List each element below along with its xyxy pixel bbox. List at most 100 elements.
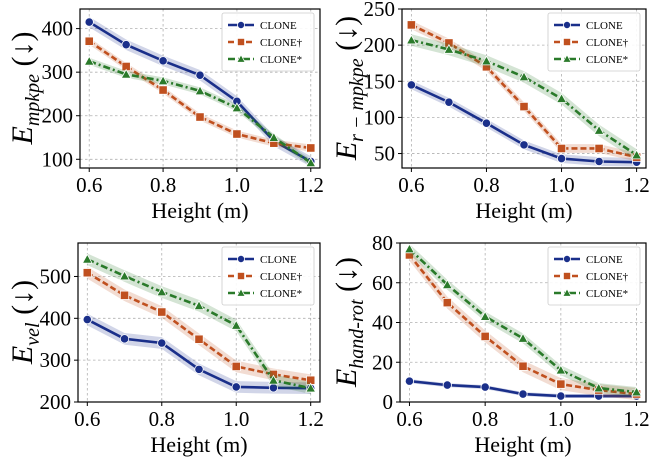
series-CLONE xyxy=(406,80,642,167)
data-point xyxy=(195,70,205,80)
x-axis-label: Height (m) xyxy=(151,198,248,223)
x-tick-label: 0.8 xyxy=(149,407,175,431)
legend-box xyxy=(547,246,641,306)
y-axis-label: Er − mpkpe (↓) xyxy=(330,16,368,161)
x-tick-label: 0.8 xyxy=(472,407,498,431)
y-axis-label: Ehand-rot (↓) xyxy=(330,257,368,388)
y-tick-label: 50 xyxy=(374,142,395,166)
confidence-band xyxy=(89,16,311,167)
data-point xyxy=(403,243,415,254)
data-point xyxy=(268,131,280,142)
data-point xyxy=(83,55,95,66)
data-point xyxy=(556,379,566,389)
y-tick-label: 0 xyxy=(383,390,394,414)
chart-panel-4: 0.6 0.8 1.0 1.2 0 20 40 60 80 Height (m) Ehand-rot… xyxy=(330,231,650,457)
legend-marker xyxy=(236,20,245,29)
data-point xyxy=(404,376,415,386)
legend-label: CLONE* xyxy=(260,288,302,300)
data-point xyxy=(406,80,416,90)
data-point xyxy=(556,391,566,401)
x-axis-label: Height (m) xyxy=(150,432,247,457)
y-tick-label: 500 xyxy=(40,264,72,288)
y-tick-label: 300 xyxy=(42,60,74,84)
legend-marker xyxy=(236,288,246,297)
legend-label: CLONE† xyxy=(260,37,303,49)
data-point xyxy=(231,382,241,392)
x-tick-label: 0.6 xyxy=(74,407,100,431)
data-point xyxy=(121,40,131,50)
legend: CLONE CLONE† CLONE* xyxy=(221,246,315,306)
y-axis-label: Evel (↓) xyxy=(6,280,44,365)
data-point xyxy=(594,143,604,154)
data-point xyxy=(631,149,643,160)
data-point xyxy=(481,118,492,128)
x-tick-label: 0.6 xyxy=(398,173,424,197)
x-tick-label: 0.8 xyxy=(150,173,176,197)
data-point xyxy=(82,268,92,278)
y-tick-label: 60 xyxy=(372,271,393,295)
data-point xyxy=(82,314,92,325)
series-CLONE* xyxy=(83,55,317,168)
legend-box xyxy=(221,246,315,306)
y-tick-label: 40 xyxy=(372,311,393,335)
chart-panel-1: 0.6 0.8 1.0 1.2 100 200 300 400 Height (m) Empkpe… xyxy=(6,8,324,223)
x-tick-label: 1.0 xyxy=(548,407,574,431)
y-tick-label: 100 xyxy=(364,105,396,129)
data-point xyxy=(194,364,204,374)
confidence-band xyxy=(87,313,311,395)
data-point xyxy=(519,101,529,112)
chart-panel-2: 0.6 0.8 1.0 1.2 50 100 150 200 250 Height (m) Er −… xyxy=(330,0,650,223)
data-point xyxy=(442,380,452,390)
data-point xyxy=(194,334,204,344)
data-point xyxy=(305,157,317,168)
x-tick-label: 1.0 xyxy=(548,173,574,197)
data-point xyxy=(157,75,169,86)
data-point xyxy=(193,300,205,311)
x-tick-label: 1.0 xyxy=(224,173,250,197)
y-tick-label: 200 xyxy=(42,104,74,128)
data-point xyxy=(479,310,491,321)
legend-marker xyxy=(236,254,245,263)
series-CLONE† xyxy=(82,266,316,387)
y-tick-label: 400 xyxy=(40,306,72,330)
data-point xyxy=(518,361,528,371)
x-axis-label: Height (m) xyxy=(475,198,572,223)
legend-marker xyxy=(562,54,572,63)
legend-box xyxy=(547,12,641,72)
y-tick-label: 150 xyxy=(364,69,396,93)
plot-frame xyxy=(401,8,647,169)
y-tick-label: 200 xyxy=(40,390,72,414)
legend-marker xyxy=(236,271,245,280)
data-point xyxy=(306,143,316,153)
plot-frame xyxy=(79,8,321,169)
data-point xyxy=(84,36,94,46)
x-tick-label: 0.6 xyxy=(396,407,422,431)
x-tick-label: 1.0 xyxy=(223,407,249,431)
data-point xyxy=(267,374,279,385)
data-point xyxy=(480,331,490,342)
confidence-band xyxy=(411,34,637,161)
legend-label: CLONE xyxy=(586,254,623,266)
y-tick-label: 250 xyxy=(364,0,396,21)
data-point xyxy=(442,298,452,308)
data-point xyxy=(156,286,168,297)
data-point xyxy=(556,143,567,154)
data-point xyxy=(119,270,131,281)
data-point xyxy=(444,97,454,107)
data-point xyxy=(480,55,492,66)
data-point xyxy=(556,92,568,103)
legend-label: CLONE† xyxy=(260,271,303,283)
x-tick-label: 1.2 xyxy=(298,173,324,197)
y-tick-label: 100 xyxy=(42,147,74,171)
legend-marker xyxy=(236,38,245,47)
legend-label: CLONE xyxy=(260,254,297,266)
data-point xyxy=(119,334,130,344)
data-point xyxy=(158,56,168,66)
x-axis-label: Height (m) xyxy=(474,432,571,457)
data-point xyxy=(119,290,130,300)
data-point xyxy=(441,279,453,290)
confidence-band xyxy=(87,266,311,387)
y-tick-label: 200 xyxy=(364,33,396,57)
data-point xyxy=(593,382,605,393)
